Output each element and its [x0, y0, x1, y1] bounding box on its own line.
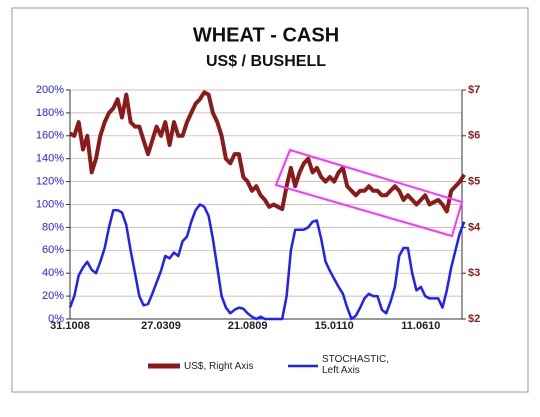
x-tick-label: 15.0110	[315, 320, 354, 332]
y-tick-label: 80%	[42, 221, 64, 233]
x-tick-label: 11.0610	[401, 320, 440, 332]
x-tick-label: 27.0309	[141, 320, 181, 332]
y-tick-label: 160%	[36, 130, 64, 142]
plot-area: 0% 20% 40% 60% 80% 100% 120% 140% 160% 180% 200% $2…	[36, 84, 481, 332]
legend-label: US$, Right Axis	[184, 361, 254, 372]
y2-tick-label: $5	[468, 176, 480, 188]
y-tick-label: 120%	[36, 176, 64, 188]
y-tick-label: 140%	[36, 153, 64, 165]
y2-tick-label: $3	[468, 267, 480, 279]
y2-tick-label: $7	[468, 84, 480, 96]
y-tick-label: 180%	[36, 107, 64, 119]
chart-subtitle: US$ / BUSHELL	[206, 53, 326, 70]
y-tick-label: 40%	[42, 267, 64, 279]
legend-label: STOCHASTIC, Left Axis	[322, 354, 390, 376]
highlight-box	[274, 148, 464, 238]
chart-title: WHEAT - CASH	[193, 24, 339, 46]
chart-border	[11, 7, 529, 393]
y2-tick-label: $6	[468, 130, 480, 142]
y-tick-label: 20%	[42, 290, 64, 302]
y-tick-label: 60%	[42, 244, 64, 256]
y-tick-label: 0%	[48, 313, 64, 325]
y2-tick-label: $4	[468, 221, 481, 233]
x-tick-label: 31.1008	[50, 320, 90, 332]
x-tick-label: 21.0809	[228, 320, 268, 332]
y2-tick-label: $2	[468, 313, 480, 325]
y-tick-label: 100%	[36, 198, 64, 210]
y-tick-label: 200%	[36, 84, 64, 96]
series-line	[69, 90, 466, 214]
series-line	[68, 203, 466, 321]
